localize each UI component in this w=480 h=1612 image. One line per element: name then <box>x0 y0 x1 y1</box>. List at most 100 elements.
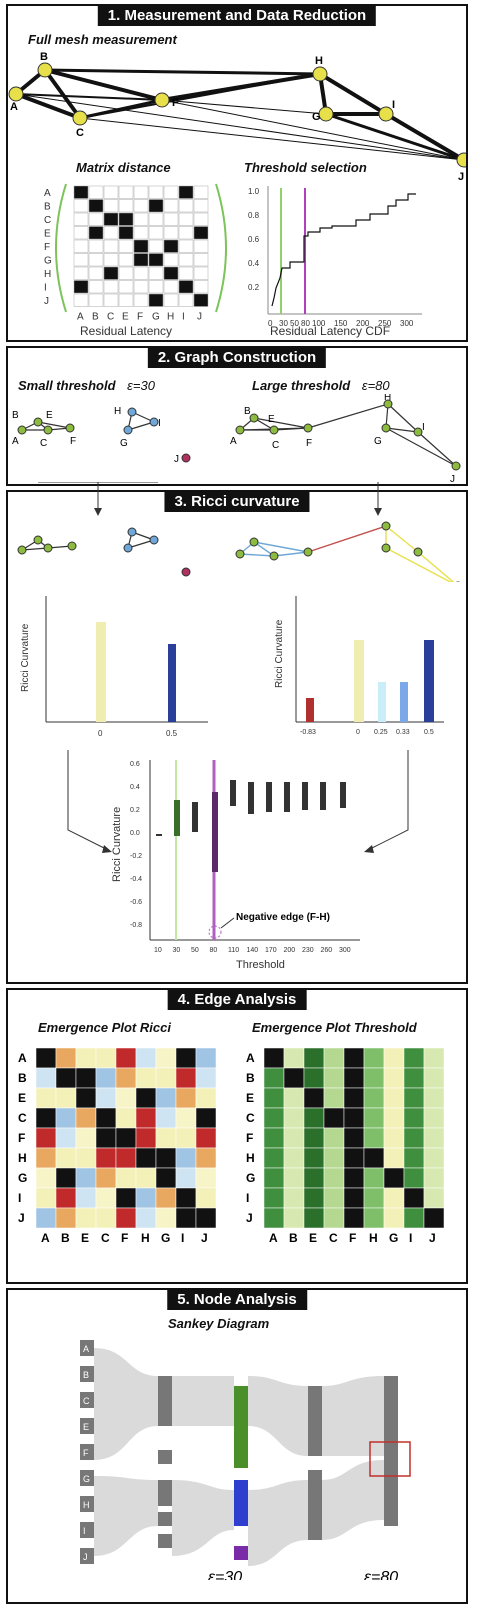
sankey-node-label: C <box>83 1396 90 1406</box>
svg-text:G: G <box>374 436 382 447</box>
matrix-cell <box>88 266 104 280</box>
right-cell <box>323 1207 345 1229</box>
right-row-label: F <box>246 1131 253 1145</box>
left-cell <box>35 1067 57 1089</box>
emergence-threshold-label: Emergence Plot Threshold <box>252 1020 417 1035</box>
left-row-label: C <box>18 1111 27 1125</box>
matrix-cell <box>193 185 209 199</box>
cdf-x-tick: 250 <box>378 319 392 328</box>
svg-text:H: H <box>114 406 121 417</box>
matrix-cell <box>133 239 149 253</box>
boxplot-y-tick: 0.2 <box>130 807 140 814</box>
svg-text:G: G <box>312 111 321 123</box>
svg-text:I: I <box>158 418 161 429</box>
right-cell <box>383 1147 405 1169</box>
right-cell <box>403 1107 425 1129</box>
right-cell <box>383 1067 405 1089</box>
left-cell <box>55 1107 77 1129</box>
left-cell <box>155 1107 177 1129</box>
matrix-cell <box>178 293 194 307</box>
matrix-cell <box>103 266 119 280</box>
left-cell <box>155 1207 177 1229</box>
matrix-cell <box>148 199 164 213</box>
left-col-label: H <box>141 1231 150 1245</box>
right-row-label: E <box>246 1091 254 1105</box>
cdf-y-tick: 0.8 <box>248 211 260 220</box>
left-cell <box>195 1067 217 1089</box>
left-col-label: I <box>181 1231 184 1245</box>
matrix-row-label: H <box>44 269 51 280</box>
left-cell <box>135 1187 157 1209</box>
left-cell <box>155 1047 177 1069</box>
left-col-label: A <box>41 1231 50 1245</box>
right-cell <box>303 1127 325 1149</box>
panel-measurement: 1. Measurement and Data Reduction Full m… <box>6 4 468 342</box>
right-cell <box>363 1167 385 1189</box>
negative-edge-label: Negative edge (F-H) <box>236 912 330 923</box>
right-row-label: A <box>246 1051 255 1065</box>
left-cell <box>135 1107 157 1129</box>
right-cell <box>263 1107 285 1129</box>
left-cell <box>195 1107 217 1129</box>
left-cell <box>115 1047 137 1069</box>
right-col-label: I <box>409 1231 412 1245</box>
boxplot-x-tick: 110 <box>228 947 239 954</box>
large-graph: A B E C F H G I J <box>230 394 461 484</box>
matrix-cell <box>163 253 179 267</box>
right-cell <box>423 1167 445 1189</box>
right-cell <box>283 1047 305 1069</box>
boxplot-x-tick: 200 <box>284 947 296 954</box>
matrix-cell <box>193 266 209 280</box>
left-cell <box>55 1087 77 1109</box>
right-cell <box>383 1047 405 1069</box>
panel-graph-construction: 2. Graph Construction Small threshold ε=… <box>6 346 468 486</box>
matrix-cell <box>103 253 119 267</box>
sankey-node <box>80 1392 94 1408</box>
matrix-col-label: A <box>77 312 84 323</box>
left-cell <box>155 1187 177 1209</box>
right-cell <box>263 1207 285 1229</box>
right-cell <box>263 1167 285 1189</box>
boxplot-x-tick: 260 <box>321 947 333 954</box>
left-cell <box>175 1147 197 1169</box>
left-cell <box>155 1167 177 1189</box>
left-cell <box>175 1207 197 1229</box>
svg-text:F: F <box>70 436 76 447</box>
matrix-cell <box>193 199 209 213</box>
matrix-cell <box>178 239 194 253</box>
cdf-y-tick: 0.6 <box>248 235 260 244</box>
matrix-cell <box>103 185 119 199</box>
ricci-ylabel-right: Ricci Curvature <box>274 619 285 688</box>
svg-text:A: A <box>230 436 237 447</box>
matrix-cell <box>178 266 194 280</box>
right-cell <box>403 1207 425 1229</box>
boxplot-y-tick: -0.6 <box>130 899 142 906</box>
left-cell <box>95 1047 117 1069</box>
left-col-label: J <box>201 1231 208 1245</box>
right-cell <box>323 1087 345 1109</box>
left-row-label: G <box>18 1171 27 1185</box>
matrix-cell <box>88 293 104 307</box>
sankey-node <box>80 1522 94 1538</box>
sankey-node-label: H <box>83 1500 90 1510</box>
right-col-label: F <box>349 1231 356 1245</box>
right-cell <box>303 1167 325 1189</box>
left-row-label: I <box>18 1191 21 1205</box>
right-cell <box>303 1047 325 1069</box>
left-cell <box>175 1167 197 1189</box>
large-eps: ε=80 <box>361 378 390 393</box>
sankey-node <box>80 1496 94 1512</box>
left-cell <box>115 1167 137 1189</box>
right-cell <box>263 1047 285 1069</box>
matrix-cell <box>163 280 179 294</box>
boxplot-x-tick: 30 <box>173 947 181 954</box>
svg-text:A: A <box>12 436 19 447</box>
right-cell <box>283 1187 305 1209</box>
boxplot-y-tick: -0.8 <box>130 922 142 929</box>
svg-text:C: C <box>76 127 84 139</box>
matrix-cell <box>193 280 209 294</box>
left-cell <box>75 1167 97 1189</box>
svg-text:B: B <box>40 51 48 63</box>
left-row-label: F <box>18 1131 25 1145</box>
left-cell <box>135 1067 157 1089</box>
